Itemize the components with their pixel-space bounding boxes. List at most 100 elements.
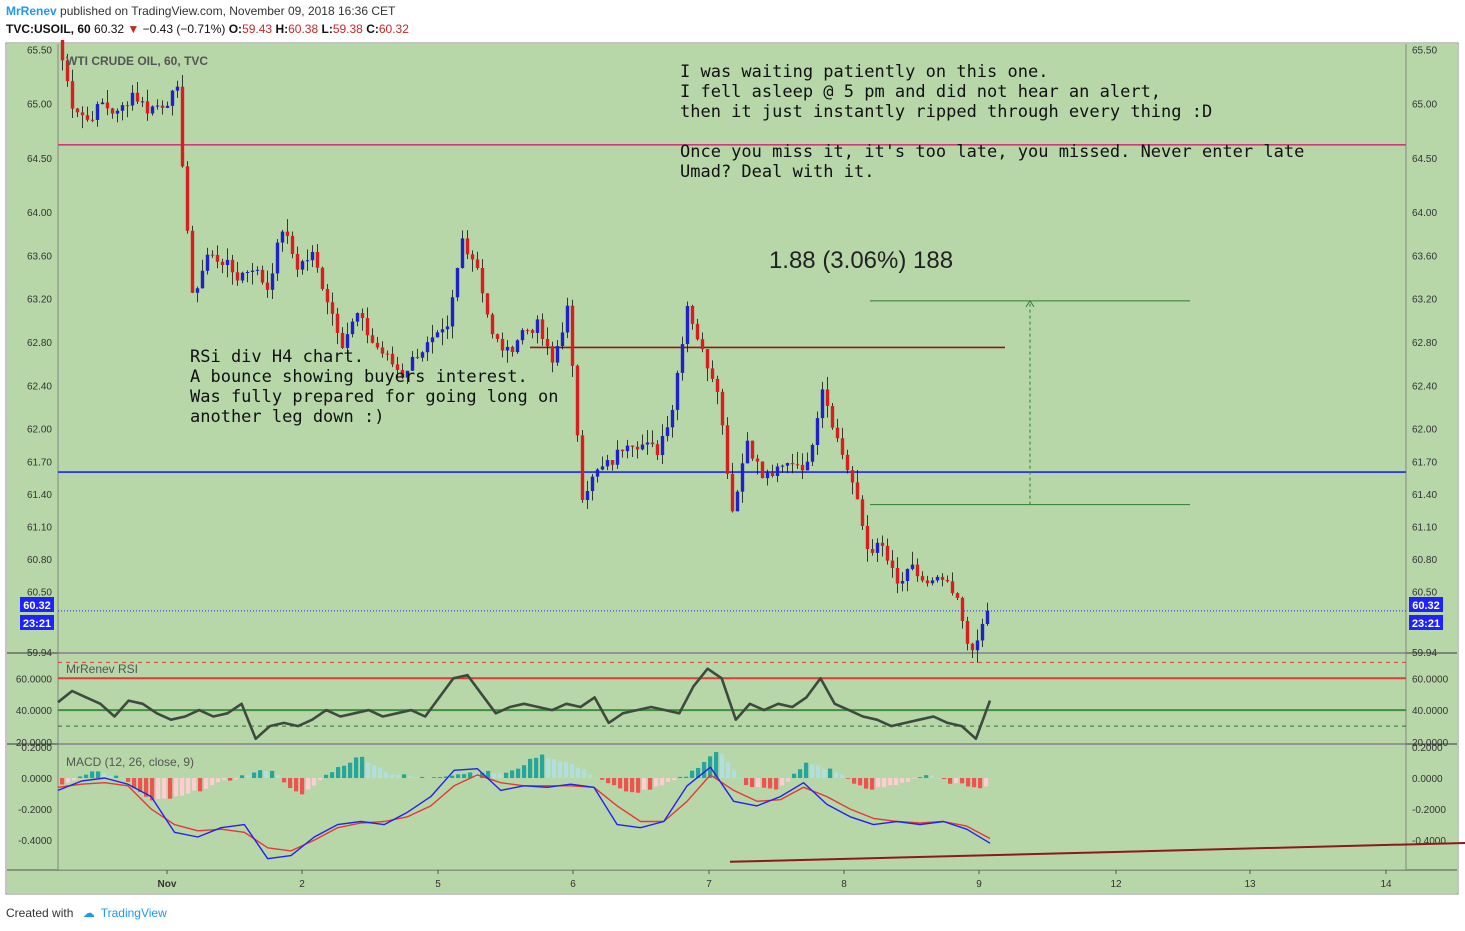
candle-body [90,119,95,121]
macd-histogram-bar [96,771,101,779]
candle-body [870,548,875,553]
macd-histogram-bar [852,778,857,784]
macd-histogram-bar [846,778,851,779]
candle-body [805,461,810,471]
macd-histogram-bar [966,778,971,787]
price-tick-label-left: 64.50 [27,154,52,165]
candle-body [140,101,145,103]
macd-histogram-bar [630,778,635,793]
macd-histogram-bar [372,765,377,779]
candle-body [985,610,990,625]
candle-body [490,314,495,335]
macd-pane-bg [58,745,1406,869]
candle-body [715,378,720,392]
candle-body [445,326,450,330]
macd-histogram-bar [624,778,629,792]
macd-histogram-bar [186,778,191,794]
macd-histogram-bar [918,777,923,779]
candle-body [510,346,515,353]
macd-histogram-bar [318,778,323,781]
price-tick-label-left: 59.94 [27,648,52,659]
macd-histogram-bar [804,762,809,779]
macd-histogram-bar [84,774,89,779]
candle-body [540,319,545,339]
close-label: C: [366,22,379,36]
price-tick-label-right: 62.40 [1412,381,1437,392]
candle-body [430,337,435,343]
annotation-top: I was waiting patiently on this one. I f… [680,62,1315,182]
annotation-line: A bounce showing buyers interest. [190,367,528,387]
candle-body [325,288,330,303]
macd-histogram-bar [516,768,521,779]
price-tick-label-left: 65.00 [27,100,52,111]
macd-histogram-bar [834,772,839,779]
macd-histogram-bar [216,778,221,783]
last-price-tag-right [1409,597,1443,612]
macd-histogram-bar [876,778,881,788]
macd-histogram-bar [570,763,575,779]
candle-body [980,624,985,641]
macd-histogram-bar [732,770,737,779]
candle-body [900,581,905,584]
rsi-tick-label-right: 20.0000 [1412,738,1449,749]
macd-histogram-bar [348,762,353,779]
macd-histogram-bar [288,778,293,789]
macd-histogram-bar [204,778,209,789]
macd-histogram-bar [606,778,611,784]
countdown-label-left: 23:21 [23,618,51,630]
candle-body [235,272,240,281]
macd-histogram-bar [762,778,767,788]
price-tick-label-right: 62.00 [1412,425,1437,436]
macd-histogram-bar [258,770,263,779]
macd-histogram-bar [588,774,593,779]
candle-body [585,491,590,500]
candle-body [305,260,310,262]
macd-histogram-bar [150,778,155,801]
candle-body [465,238,470,255]
candle-body [450,297,455,327]
macd-histogram-bar [306,778,311,790]
macd-histogram-bar [528,758,533,779]
candle-body [705,349,710,369]
last-price-tag-left [20,597,54,612]
macd-histogram-bar [156,778,161,800]
macd-histogram-bar [438,777,443,779]
price-tick-label-left: 61.10 [27,522,52,533]
candle-body [775,466,780,477]
candle-body [640,444,645,450]
candle-body [965,620,970,644]
candle-body [330,302,335,314]
time-tick-label: 12 [1110,879,1122,890]
candle-body [530,330,535,333]
author-link[interactable]: MrRenev [6,4,57,18]
candle-body [195,288,200,293]
macd-histogram-bar [114,775,119,779]
macd-histogram-bar [600,778,605,780]
candle-body [315,251,320,268]
symbol-name: TVC:USOIL, 60 [6,22,91,36]
right-axis-bg [1406,44,1457,870]
macd-histogram-bar [282,778,287,783]
candle-body [295,253,300,270]
price-tick-label-right: 64.50 [1412,154,1437,165]
candle-body [410,356,415,371]
chart-canvas[interactable]: 65.50 65.50 65.00 65.00 64.50 64.50 64.00 64.00… [0,40,1465,895]
candle-body [85,115,90,120]
candle-body [860,499,865,526]
candle-body [890,560,895,568]
candle-body [910,564,915,569]
candle-body [285,231,290,236]
candle-body [760,461,765,479]
candle-body [595,469,600,477]
countdown-tag-right [1409,615,1443,630]
macd-histogram-bar [102,772,107,779]
tradingview-link[interactable]: TradingView [100,906,167,920]
candle-body [240,272,245,281]
candle-body [460,238,465,268]
price-change: −0.43 (−0.71%) [142,22,226,36]
candle-body [105,102,110,109]
candle-body [960,597,965,621]
macd-histogram-bar [510,770,515,779]
macd-histogram-bar [480,772,485,779]
price-tick-label-right: 65.50 [1412,45,1437,56]
